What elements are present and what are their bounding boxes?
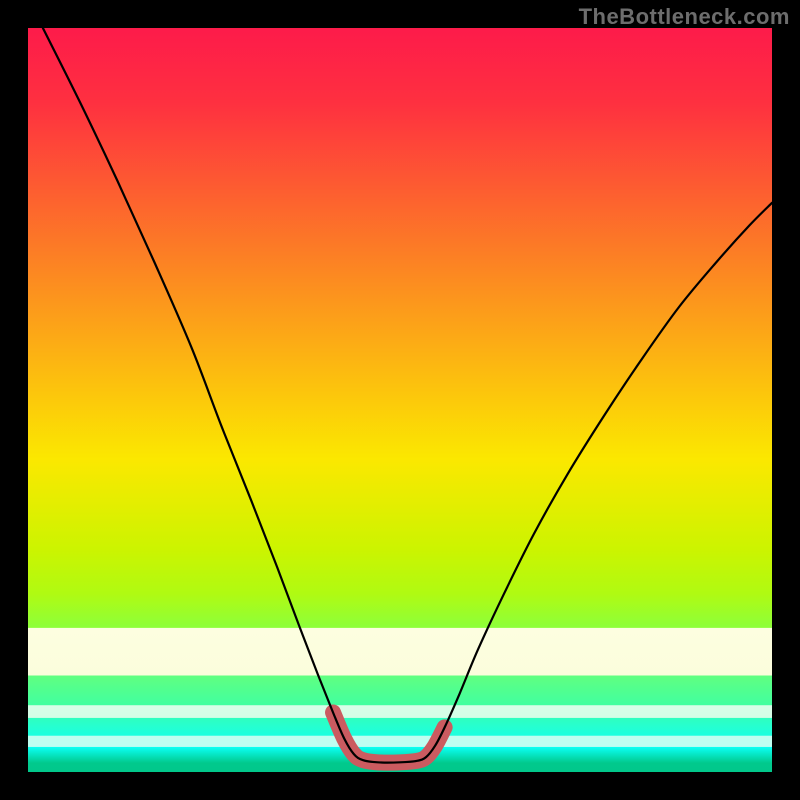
gradient-plot-area <box>28 28 772 772</box>
bottleneck-chart <box>0 0 800 800</box>
attribution-text: TheBottleneck.com <box>579 4 790 30</box>
stage: TheBottleneck.com <box>0 0 800 800</box>
